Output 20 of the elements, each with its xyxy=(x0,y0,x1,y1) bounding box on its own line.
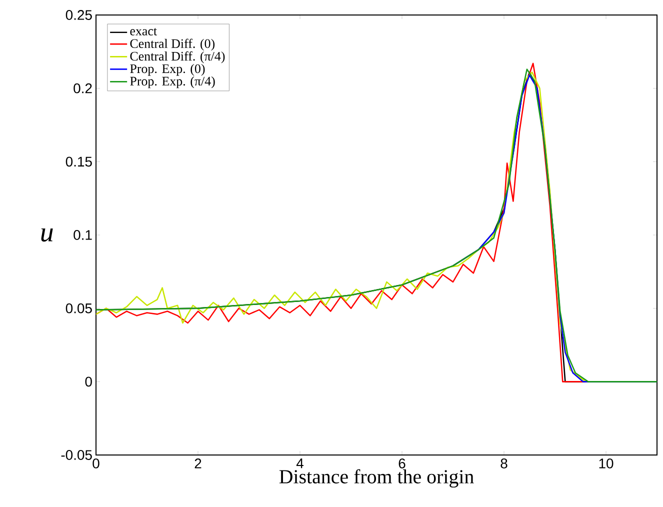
y-tick-label: 0.15 xyxy=(66,156,92,167)
x-tick-label: 6 xyxy=(398,458,406,468)
legend-label: Central Diff. (0) xyxy=(130,38,215,51)
y-tick-label: 0.05 xyxy=(66,303,92,314)
x-tick-label: 2 xyxy=(194,458,202,468)
x-tick-label: 0 xyxy=(92,458,100,468)
y-tick-label: 0 xyxy=(85,376,92,387)
x-tick-label: 10 xyxy=(599,458,614,468)
legend-label: exact xyxy=(130,28,157,36)
y-tick-label: 0.2 xyxy=(74,83,92,94)
legend-label: Prop. Exp. (0) xyxy=(130,64,205,76)
x-tick-label: 8 xyxy=(500,458,508,468)
legend-label: Prop. Exp. (π/4) xyxy=(130,76,215,88)
legend-label: Central Diff. (π/4) xyxy=(130,51,225,64)
y-tick-label: 0.1 xyxy=(74,230,92,240)
y-tick-label: -0.05 xyxy=(61,450,92,460)
y-axis-title: u xyxy=(41,228,53,242)
x-axis-title: Distance from the origin xyxy=(279,469,474,488)
x-tick-label: 4 xyxy=(296,458,304,468)
y-tick-label: 0.25 xyxy=(66,10,92,20)
